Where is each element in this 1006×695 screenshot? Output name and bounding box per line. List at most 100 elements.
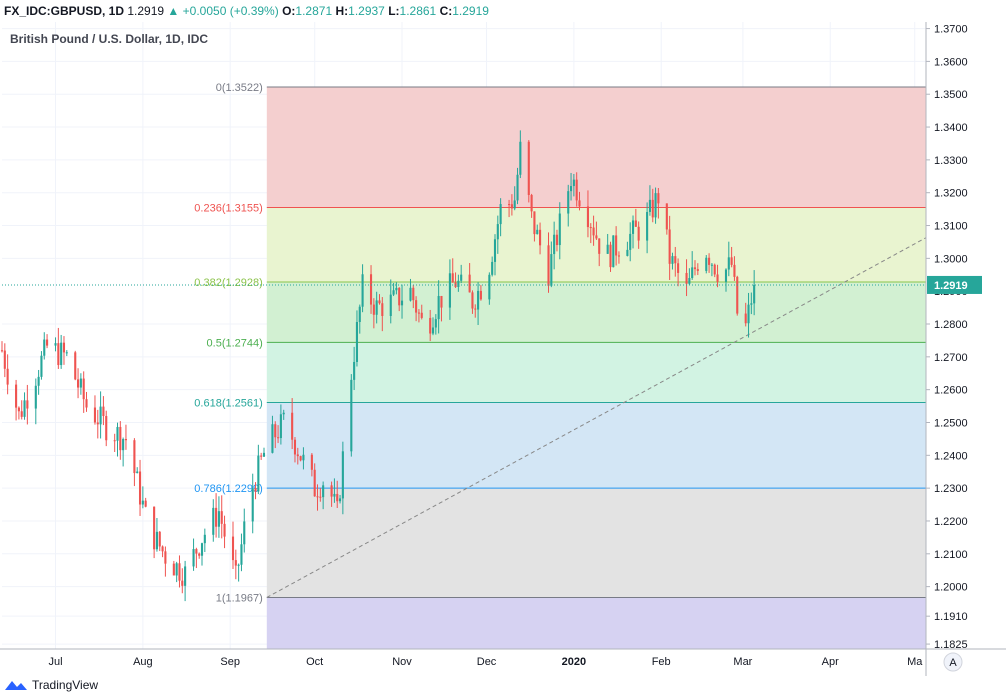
candle-body (277, 437, 280, 439)
candle-body (282, 412, 285, 415)
price-tick-label: 1.2800 (934, 319, 968, 331)
candle-body (631, 220, 635, 234)
candle-body (553, 234, 556, 255)
candle-body (578, 200, 581, 207)
candle-body (724, 269, 728, 282)
candle-body (181, 580, 184, 586)
candle-body (313, 469, 316, 497)
candle-body (392, 290, 395, 295)
candle-body (572, 179, 575, 187)
candle-body (296, 454, 299, 457)
candle-body (361, 274, 364, 307)
candle-body (79, 378, 82, 388)
candle-body (513, 200, 516, 209)
candle-body (448, 273, 451, 308)
candle-body (138, 471, 142, 505)
candle-body (412, 287, 415, 301)
candle-body (184, 566, 187, 586)
fib-level-label: 0.5(1.2744) (207, 337, 263, 349)
candle-body (243, 521, 246, 545)
fib-retracement[interactable]: 0(1.3522) 0.236(1.3155) 0.382(1.2928) 0.5(1… (194, 82, 926, 649)
candle-body (85, 399, 88, 408)
candle-body (119, 426, 122, 451)
candle-body (598, 238, 601, 254)
auto-scale-button[interactable]: A (943, 652, 963, 672)
fib-level-label: 0.618(1.2561) (194, 397, 263, 409)
candle-body (420, 312, 423, 318)
candle-body (471, 292, 474, 309)
candle-body (474, 308, 477, 310)
candle-body (215, 507, 218, 527)
candle-body (341, 451, 344, 499)
footer: TradingView (4, 676, 98, 694)
candle-body (369, 274, 373, 305)
candle-body (657, 193, 660, 204)
candle-body (299, 456, 302, 461)
candle-body (674, 256, 677, 264)
candle-body (124, 439, 128, 441)
candle-body (496, 224, 499, 240)
candle-body (15, 384, 18, 408)
price-tick-label: 1.2200 (934, 516, 968, 528)
low-label: L: (388, 4, 400, 18)
fib-zone (266, 86, 926, 208)
candle-body (530, 194, 533, 212)
candle-body (586, 206, 590, 228)
candle-body (677, 263, 680, 273)
price-tick-label: 1.2700 (934, 352, 968, 364)
candle-body (488, 274, 491, 300)
candle-body (274, 424, 277, 438)
candle-body (330, 485, 333, 497)
time-tick-label: Jul (48, 656, 62, 668)
candle-body (200, 543, 204, 556)
price-tick-label: 1.3500 (934, 89, 968, 101)
candle-body (217, 511, 220, 527)
candle-body (310, 454, 313, 470)
candle-body (293, 439, 297, 455)
candle-body (626, 249, 629, 256)
axes: 1.3700 1.3600 1.3500 1.3400 1.3300 1.3200 1.31… (0, 22, 1006, 676)
candle-body (155, 531, 158, 550)
candle-body (192, 549, 195, 567)
candle-body (693, 267, 697, 270)
candle-body (434, 319, 437, 328)
candle-body (696, 269, 699, 271)
trend-line-group[interactable] (266, 237, 927, 598)
candle-body (319, 496, 322, 498)
price-tick-label: 1.3700 (934, 24, 968, 36)
candle-body (262, 452, 266, 457)
candle-body (415, 300, 418, 313)
candle-body (395, 287, 398, 291)
candle-body (555, 234, 559, 246)
candle-body (668, 229, 671, 264)
candle-body (178, 563, 181, 581)
candle-body (606, 244, 609, 254)
candle-body (615, 235, 618, 256)
candle-body (279, 414, 282, 439)
candle-body (26, 400, 29, 409)
fib-level-label: 0.786(1.2299) (194, 483, 263, 495)
candle-body (195, 549, 198, 554)
candle-body (417, 312, 420, 314)
candle-body (491, 261, 494, 275)
candle-body (378, 300, 381, 304)
trend-line (266, 237, 927, 598)
candle-body (116, 426, 119, 441)
candle-body (671, 256, 674, 264)
time-tick-label: Oct (306, 656, 323, 668)
close-label: C: (439, 4, 453, 18)
price-tick-label: 1.3200 (934, 188, 968, 200)
candle-body (20, 411, 23, 417)
candle-body (753, 284, 756, 304)
price-tick-label: 1.1825 (934, 639, 968, 651)
close-value: 1.2919 (452, 4, 489, 18)
candle-body (710, 264, 713, 266)
candle-body (333, 493, 336, 497)
fib-zone (266, 342, 926, 403)
chart-title: British Pound / U.S. Dollar, 1D, IDC (10, 32, 209, 46)
candle-body (592, 227, 595, 236)
candle-body (637, 226, 640, 241)
price-chart[interactable]: 0(1.3522) 0.236(1.3155) 0.382(1.2928) 0.5(1… (0, 22, 1006, 676)
fib-zone (266, 597, 926, 649)
candle-body (322, 485, 325, 498)
